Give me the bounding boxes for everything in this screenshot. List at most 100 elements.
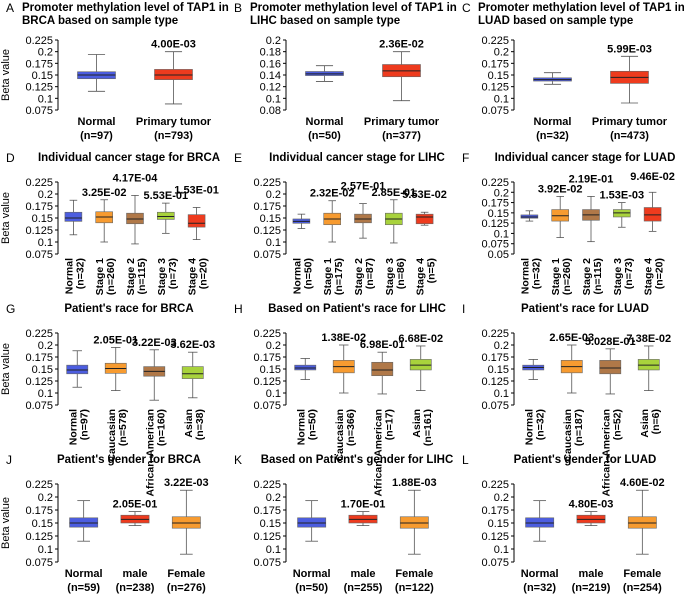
y-tick-label: 0.2 xyxy=(494,187,509,199)
p-value-label: 4.60E-02 xyxy=(620,477,665,489)
chart-title-line: Based on Patient's gender for LIHC xyxy=(261,454,454,466)
chart-svg: F Individual cancer stage for LUAD 0.050.0… xyxy=(462,151,675,296)
y-axis-label: Beta value xyxy=(0,343,12,395)
y-tick-label: 0.225 xyxy=(25,35,53,47)
chart-panel-e: E Individual cancer stage for LIHC 0.075 0.… xyxy=(228,150,456,300)
x-category-label: male xyxy=(578,568,603,580)
y-tick-label: 0.175 xyxy=(25,58,53,70)
y-axis-label: Beta value xyxy=(0,497,12,549)
y-tick-label: 0.2 xyxy=(266,340,281,352)
box-caucasian: 2.05E-01 Caucasian (n=578) xyxy=(93,334,138,461)
chart-title-line: Patient's gender for BRCA xyxy=(57,454,201,466)
panel-letter: I xyxy=(462,302,465,316)
box-stage-1: 3.92E-02 Stage 1 (n=260) xyxy=(538,183,583,295)
p-value-label: 1.38E-02 xyxy=(321,332,366,344)
chart-title-line: Promoter methylation level of TAP1 in xyxy=(250,2,457,14)
y-tick-label: 0.125 xyxy=(253,531,281,543)
y-tick-label: 0.075 xyxy=(25,105,53,117)
y-tick-label: 0.225 xyxy=(25,328,53,340)
x-n-label: (n=5) xyxy=(426,258,438,283)
y-tick-label: 0.1 xyxy=(266,544,281,556)
x-n-label: (n=160) xyxy=(155,409,167,446)
p-value-label: 6.68E-02 xyxy=(398,333,443,345)
chart-title-line: Promoter methylation level of TAP1 in xyxy=(478,2,684,14)
box-normal: Normal(n=32) xyxy=(521,500,559,594)
x-category-label: Primary tumor xyxy=(592,116,668,128)
p-value-label: 9.46E-02 xyxy=(630,171,675,183)
box-male: 2.05E-01 male (n=238) xyxy=(113,499,158,594)
chart-svg: C Promoter methylation level of TAP1 inLU… xyxy=(462,1,684,142)
x-n-label: (n=366) xyxy=(345,409,357,446)
x-category-label: Stage 3 xyxy=(612,258,624,296)
chart-title-line: Patient's race for BRCA xyxy=(64,303,193,315)
y-tick-label: 0.175 xyxy=(481,58,509,70)
chart-svg: I Patient's race for LUAD0.0750.10.1250.1… xyxy=(462,302,671,497)
y-tick-label: 0.1 xyxy=(38,93,53,105)
chart-svg: J Patient's gender for BRCA0.0750.10.1250… xyxy=(0,453,209,594)
x-category-label: Stage 2 xyxy=(125,258,137,296)
p-value-label: 5.99E-03 xyxy=(607,43,652,55)
chart-svg: H Based on Patient's race for LIHC0.0750.… xyxy=(234,302,446,497)
box-african-american: 3.22E-03 African-American (n=160) xyxy=(132,337,177,497)
y-tick-label: 0.14 xyxy=(260,70,281,82)
chart-title-line: BRCA based on sample type xyxy=(22,15,178,27)
y-tick-label: 0.05 xyxy=(488,249,509,261)
x-category-label: Normal xyxy=(293,568,331,580)
box-stage-4: 1.53E-01 Stage 4 (n=20) xyxy=(174,184,219,295)
box-normal: Normal(n=32) xyxy=(522,359,546,445)
y-tick-label: 0.075 xyxy=(253,557,281,569)
y-tick-label: 0.175 xyxy=(253,352,281,364)
box-asian: 7.38E-02 Asian (n=6) xyxy=(626,333,671,438)
panel-letter: C xyxy=(462,1,471,15)
x-n-label: (n=32) xyxy=(534,409,546,440)
box-iqr xyxy=(69,517,99,528)
x-n-label: (n=276) xyxy=(167,582,206,594)
y-tick-label: 0.175 xyxy=(481,505,509,517)
p-value-label: 5.028E-01 xyxy=(585,336,636,348)
p-value-label: 4.00E-03 xyxy=(151,39,196,51)
y-tick-label: 0.125 xyxy=(25,82,53,94)
x-n-label: (n=187) xyxy=(573,409,585,446)
x-n-label: (n=38) xyxy=(194,409,206,440)
chart-panel-f: F Individual cancer stage for LUAD 0.05 0.0… xyxy=(456,150,684,300)
p-value-label: 2.36E-02 xyxy=(379,39,424,51)
y-tick-label: 0.2 xyxy=(38,47,53,59)
p-value-label: 3.22E-03 xyxy=(164,477,209,489)
y-tick-label: 0.15 xyxy=(260,213,281,225)
x-category-label: African-American xyxy=(600,409,612,497)
box-female: 1.88E-03 Female (n=122) xyxy=(392,477,437,594)
y-tick-label: 0.18 xyxy=(260,47,281,59)
y-axis-label: Beta value xyxy=(0,192,12,244)
y-tick-label: 0.15 xyxy=(260,518,281,530)
chart-title-line: Individual cancer stage for LIHC xyxy=(269,152,445,164)
y-tick-label: 0.1 xyxy=(494,544,509,556)
x-category-label: Caucasian xyxy=(334,409,346,462)
y-tick-label: 0.175 xyxy=(253,201,281,213)
x-n-label: (n=161) xyxy=(422,409,434,446)
y-tick-label: 0.125 xyxy=(25,225,53,237)
x-category-label: Stage 4 xyxy=(643,258,655,296)
chart-title-line: Promoter methylation level of TAP1 in xyxy=(22,2,229,14)
x-n-label: (n=97) xyxy=(80,130,113,142)
x-category-label: Female xyxy=(167,568,205,580)
panel-letter: A xyxy=(6,1,14,15)
x-n-label: (n=115) xyxy=(592,258,604,294)
x-category-label: Stage 1 xyxy=(94,258,106,296)
x-n-label: (n=255) xyxy=(344,582,383,594)
box-iqr xyxy=(181,366,204,379)
y-tick-label: 0.1 xyxy=(38,237,53,249)
x-n-label: (n=17) xyxy=(383,409,395,440)
box-normal: Normal(n=32) xyxy=(519,210,542,294)
x-n-label: (n=50) xyxy=(302,258,314,289)
box-male: 1.70E-01 male (n=255) xyxy=(341,499,386,594)
p-value-label: 7.38E-02 xyxy=(626,333,671,345)
x-n-label: (n=97) xyxy=(78,409,90,440)
y-tick-label: 0.2 xyxy=(38,492,53,504)
panel-letter: B xyxy=(234,1,242,15)
p-value-label: 2.05E-01 xyxy=(113,499,158,511)
x-n-label: (n=122) xyxy=(395,582,434,594)
y-tick-label: 0.1 xyxy=(266,237,281,249)
y-tick-label: 0.15 xyxy=(32,364,53,376)
panel-letter: F xyxy=(462,151,469,165)
y-tick-label: 0.075 xyxy=(253,400,281,412)
